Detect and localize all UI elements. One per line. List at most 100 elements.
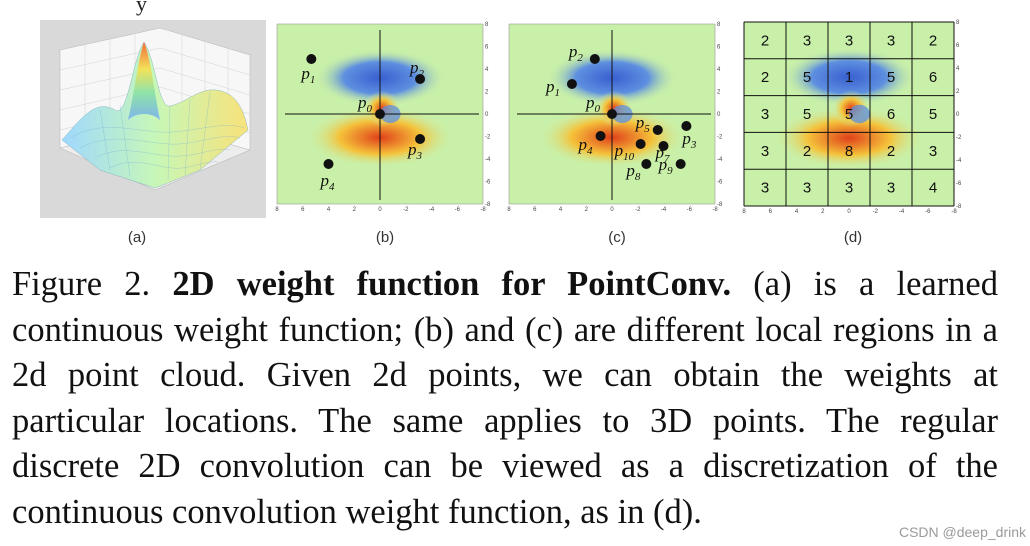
plot-frame bbox=[508, 23, 716, 205]
axis-ticks: 8 6 4 2 0 -2 -4 -6 -8 8 6 4 2 0 -2 -4 -6 -8 bbox=[742, 20, 962, 215]
panel-d-plot: 2 3 3 3 2 2 5 1 5 6 3 5 5 6 5 3 2 8 2 3 3 3 3 3 4 8 6 4 2 0 -2 -4 -6 -8 8 6… bbox=[742, 20, 962, 215]
x-tick-label: 2 bbox=[353, 207, 357, 213]
caption-body: (a) is a learned continuous weight funct… bbox=[12, 265, 998, 531]
point-p2-label: p2 bbox=[568, 42, 584, 64]
y-tick-label: 2 bbox=[485, 90, 489, 96]
y-tick-label: 0 bbox=[485, 112, 489, 118]
grid-cell-value: 5 bbox=[803, 106, 811, 123]
grid-cell-value: 3 bbox=[887, 32, 895, 49]
point-p10-marker bbox=[635, 139, 646, 149]
y-tick-label: -6 bbox=[956, 181, 962, 187]
top-strip: y bbox=[0, 0, 1030, 16]
point-p3-label: p3 bbox=[681, 129, 697, 151]
x-tick-label: 2 bbox=[585, 207, 589, 213]
point-p5-marker bbox=[652, 125, 663, 135]
x-tick-label: -4 bbox=[661, 207, 667, 213]
axis-ticks: 8 6 4 2 0 -2 -4 -6 -8 8 6 4 2 0 -2 -4 -6 -8 bbox=[275, 22, 491, 213]
x-tick-label: -2 bbox=[403, 207, 409, 213]
point-p4-marker bbox=[323, 159, 334, 169]
grid-cell-value: 2 bbox=[803, 143, 811, 160]
y-tick-label: -4 bbox=[717, 157, 723, 163]
point-p7-marker bbox=[658, 141, 669, 151]
y-tick-label: 0 bbox=[717, 112, 721, 118]
grid-cell-value: 3 bbox=[761, 106, 769, 123]
point-p0-marker bbox=[607, 109, 617, 119]
panel-a-surface-plot bbox=[40, 20, 266, 218]
point-p3-marker bbox=[681, 121, 692, 131]
point-p9-marker bbox=[675, 159, 686, 169]
x-tick-label: 4 bbox=[327, 207, 331, 213]
central-dip bbox=[849, 104, 870, 124]
negative-weight-band bbox=[781, 47, 917, 107]
figure-caption: Figure 2. 2D weight function for PointCo… bbox=[12, 262, 998, 535]
surface-mesh-lines bbox=[69, 91, 246, 181]
y-tick-label: -4 bbox=[956, 158, 962, 164]
panel-d-discrete-grid: 2 3 3 3 2 2 5 1 5 6 3 5 5 6 5 3 2 8 2 3 3 3 3 3 4 8 6 4 2 0 -2 -4 -6 -8 8 6… bbox=[740, 18, 966, 218]
x-tick-label: 4 bbox=[795, 209, 799, 215]
point-p0-marker bbox=[375, 109, 385, 119]
grid-cell-value: 5 bbox=[803, 69, 811, 86]
x-tick-label: 2 bbox=[821, 209, 825, 215]
grid-cell-value: 3 bbox=[929, 143, 937, 160]
x-tick-label: -6 bbox=[455, 207, 461, 213]
point-p9-label: p9 bbox=[658, 155, 674, 177]
point-p1-label: p1 bbox=[545, 77, 560, 99]
x-tick-label: 8 bbox=[742, 209, 746, 215]
y-tick-label: 8 bbox=[717, 22, 721, 28]
y-tick-label: -6 bbox=[485, 180, 491, 186]
axis-ticks: 8 6 4 2 0 -2 -4 -6 -8 8 6 4 2 0 -2 -4 -6 -8 bbox=[507, 22, 723, 213]
grid-cell-value: 5 bbox=[929, 106, 937, 123]
panel-c-plot: 8 6 4 2 0 -2 -4 -6 -8 8 6 4 2 0 -2 -4 -6 -8 p2 p1 p0 p4 p5 p3 p1… bbox=[507, 22, 723, 213]
caption-title: 2D weight function for PointConv. bbox=[172, 265, 732, 303]
y-tick-label: -8 bbox=[717, 202, 723, 208]
point-p5-label: p5 bbox=[635, 113, 651, 135]
x-tick-label: 8 bbox=[275, 207, 279, 213]
point-p2-marker bbox=[415, 74, 426, 84]
point-p0-label: p0 bbox=[585, 93, 601, 115]
x-tick-label: 6 bbox=[533, 207, 537, 213]
y-tick-label: -4 bbox=[485, 157, 491, 163]
y-tick-label: 2 bbox=[956, 89, 960, 95]
point-p8-label: p8 bbox=[625, 161, 641, 183]
x-tick-label: 4 bbox=[559, 207, 563, 213]
y-tick-label: 6 bbox=[717, 45, 721, 51]
point-p0-label: p0 bbox=[357, 93, 373, 115]
point-p4-label: p4 bbox=[578, 135, 594, 157]
x-tick-label: 8 bbox=[507, 207, 511, 213]
positive-weight-band bbox=[773, 106, 925, 170]
x-tick-label: 6 bbox=[301, 207, 305, 213]
y-tick-label: -6 bbox=[717, 180, 723, 186]
grid-cell-value: 2 bbox=[761, 69, 769, 86]
grid-cell-value: 1 bbox=[845, 69, 853, 86]
caption-prefix: Figure 2. bbox=[12, 265, 151, 303]
x-tick-label: -8 bbox=[712, 207, 718, 213]
grid-cell-value: 2 bbox=[887, 143, 895, 160]
point-p3-marker bbox=[415, 134, 426, 144]
surface-peak bbox=[128, 42, 160, 120]
grid-cell-value: 2 bbox=[929, 32, 937, 49]
x-tick-label: 6 bbox=[769, 209, 773, 215]
y-tick-label: -2 bbox=[956, 135, 962, 141]
panel-a-label: (a) bbox=[127, 229, 147, 246]
y-tick-label: -2 bbox=[717, 135, 723, 141]
grid-cell-value: 3 bbox=[761, 143, 769, 160]
grid-cell-value: 5 bbox=[845, 106, 853, 123]
y-tick-label: 2 bbox=[717, 90, 721, 96]
grid-cell-value: 3 bbox=[887, 180, 895, 197]
y-tick-label: 6 bbox=[956, 43, 960, 49]
x-tick-label: -8 bbox=[480, 207, 486, 213]
top-strip-text: y bbox=[136, 0, 147, 16]
point-p4-label: p4 bbox=[320, 171, 336, 193]
panel-b-label: (b) bbox=[375, 229, 395, 246]
grid-cell-value: 4 bbox=[929, 180, 937, 197]
panel-c-label: (c) bbox=[608, 229, 626, 246]
grid-cell-value: 8 bbox=[845, 143, 853, 160]
panel-c-local-region: 8 6 4 2 0 -2 -4 -6 -8 8 6 4 2 0 -2 -4 -6 -8 p2 p1 p0 p4 p5 p3 p1… bbox=[505, 20, 729, 218]
point-p1-label: p1 bbox=[300, 64, 315, 86]
x-tick-label: -6 bbox=[687, 207, 693, 213]
y-tick-label: 4 bbox=[485, 67, 489, 73]
plot-frame bbox=[276, 23, 484, 205]
x-tick-label: 0 bbox=[847, 209, 851, 215]
x-tick-label: 0 bbox=[378, 207, 382, 213]
discrete-grid: 2 3 3 3 2 2 5 1 5 6 3 5 5 6 5 3 2 8 2 3 3 3 3 3 4 bbox=[743, 21, 955, 207]
